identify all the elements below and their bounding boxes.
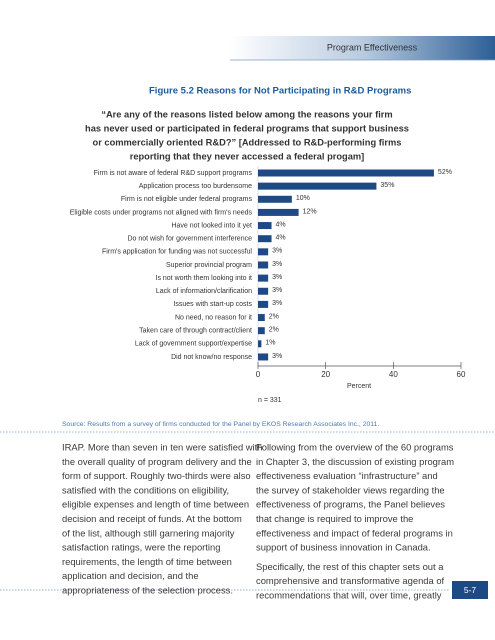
bar — [258, 235, 272, 243]
body-line: recommendations that will, over time, gr… — [256, 589, 442, 600]
body-line: Following from the overview of the 60 pr… — [256, 441, 454, 452]
value-label: 3% — [272, 353, 282, 360]
body-line: effectiveness evaluation “infrastructure… — [256, 470, 438, 481]
source: Source: Results from a survey of firms c… — [62, 421, 379, 428]
category-label: Firm is not aware of federal R&D support… — [94, 170, 253, 177]
figure-question: has never used or participated in federa… — [85, 123, 409, 133]
figure-question: “Are any of the reasons listed below amo… — [101, 109, 392, 119]
bar — [258, 222, 272, 230]
category-label: Lack of government support/expertise — [135, 341, 252, 348]
value-label: 10% — [296, 195, 310, 202]
value-label: 3% — [272, 261, 282, 268]
figure-question: reporting that they never accessed a fed… — [130, 151, 365, 161]
value-label: 4% — [276, 221, 286, 228]
bar — [258, 261, 269, 269]
bar — [258, 169, 434, 177]
category-label: Is not worth them looking into it — [156, 275, 253, 282]
value-label: 12% — [303, 208, 317, 215]
bar — [258, 274, 269, 282]
body-line: appropriateness of the selection process… — [62, 584, 233, 595]
x-axis-label: Percent — [347, 383, 371, 390]
category-label: Did not know/no response — [171, 354, 252, 361]
category-label: Application process too burdensome — [139, 183, 252, 190]
value-label: 3% — [272, 300, 282, 307]
body-line: that change is required to improve the — [256, 513, 413, 524]
bar — [258, 182, 377, 190]
value-label: 1% — [265, 340, 275, 347]
value-label: 3% — [272, 248, 282, 255]
value-label: 4% — [276, 235, 286, 242]
bar — [258, 340, 262, 348]
header-band — [230, 36, 495, 60]
category-label: Do not wish for government interference — [127, 236, 252, 243]
figure-question: or commercially oriented R&D?” [Addresse… — [93, 137, 402, 147]
body-line: of the list, although still garnering ma… — [62, 527, 235, 538]
category-label: Eligible costs under programs not aligne… — [70, 209, 253, 216]
page-number-box — [452, 581, 488, 599]
bar — [258, 327, 265, 335]
value-label: 3% — [272, 274, 282, 281]
category-label: Firm's application for funding was not s… — [102, 249, 252, 256]
bar — [258, 314, 265, 322]
value-label: 52% — [438, 169, 452, 176]
x-tick-label: 0 — [256, 370, 261, 379]
body-line: effectiveness of programs, the Panel bel… — [256, 499, 445, 510]
body-line: the overall quality of program delivery … — [62, 456, 252, 467]
body-line: satisfaction ratings, were the reporting — [62, 542, 220, 553]
category-label: Superior provincial program — [166, 262, 252, 269]
x-tick-label: 20 — [321, 370, 330, 379]
body-line: the survey of stakeholder views regardin… — [256, 484, 445, 495]
body-line: decision and receipt of funds. At the bo… — [62, 513, 242, 524]
sample-note: n = 331 — [258, 397, 282, 404]
body-line: support of business innovation in Canada… — [256, 542, 431, 553]
bar — [258, 287, 269, 295]
x-tick-label: 60 — [457, 370, 466, 379]
body-line: effectiveness and impact of federal prog… — [256, 527, 453, 538]
body-line: eligible expenses and length of time bet… — [62, 499, 249, 510]
body-line: Specifically, the rest of this chapter s… — [256, 561, 444, 572]
category-label: No need, no reason for it — [175, 314, 252, 321]
category-label: Issues with start-up costs — [173, 301, 252, 308]
page-number: 5-7 — [464, 585, 477, 595]
figure-title: Figure 5.2 Reasons for Not Participating… — [149, 86, 411, 97]
section-title: Program Effectiveness — [327, 42, 418, 52]
value-label: 2% — [269, 327, 279, 334]
category-label: Lack of information/clarification — [156, 288, 252, 295]
body-line: satisfied with the conditions on eligibi… — [62, 484, 229, 495]
category-label: Have not looked into it yet — [171, 222, 252, 229]
bar — [258, 195, 292, 203]
value-label: 2% — [269, 313, 279, 320]
value-label: 35% — [380, 182, 394, 189]
bar — [258, 300, 269, 308]
body-line: comprehensive and transformative agenda … — [256, 575, 445, 586]
bar — [258, 248, 269, 256]
value-label: 3% — [272, 287, 282, 294]
body-line: in Chapter 3, the discussion of existing… — [256, 456, 454, 467]
bar — [258, 353, 269, 361]
category-label: Firm is not eligible under federal progr… — [121, 196, 253, 203]
body-line: IRAP. More than seven in ten were satisf… — [62, 441, 262, 452]
category-label: Taken care of through contract/client — [139, 328, 252, 335]
body-line: application and decision, and the — [62, 570, 199, 581]
x-tick-label: 40 — [389, 370, 398, 379]
bar — [258, 208, 299, 216]
body-line: requirements, the length of time between — [62, 556, 232, 567]
body-line: form of support. Roughly two-thirds were… — [62, 470, 251, 481]
